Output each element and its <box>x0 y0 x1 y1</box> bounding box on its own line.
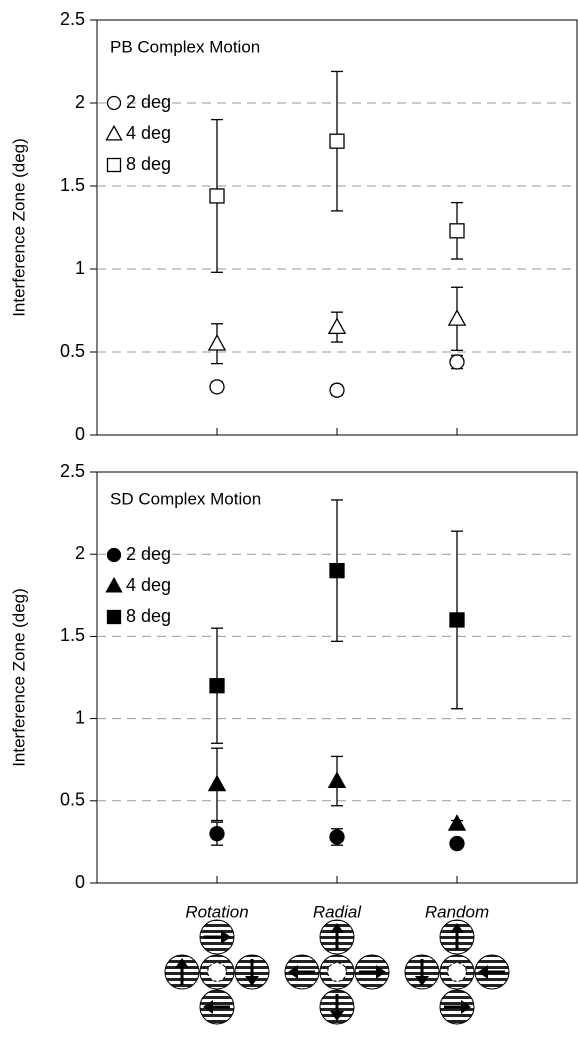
data-point <box>209 188 225 204</box>
legend-marker <box>105 576 123 593</box>
legend-marker <box>106 547 122 563</box>
data-point <box>449 835 465 852</box>
data-point <box>329 562 345 579</box>
y-tick-label: 2 <box>75 543 85 563</box>
y-tick-label: 2.5 <box>60 461 85 481</box>
y-tick-label: 0 <box>75 424 85 444</box>
panel-title: PB Complex Motion <box>110 37 260 56</box>
legend-label: 4 deg <box>126 123 171 143</box>
data-point <box>447 309 467 326</box>
arrow-head <box>175 958 189 968</box>
data-point <box>449 612 465 628</box>
legend-label: 2 deg <box>126 544 171 564</box>
arrow-head <box>330 923 344 933</box>
data-point <box>329 829 345 845</box>
stimulus-icon <box>164 919 270 1025</box>
y-tick-label: 0 <box>75 872 85 892</box>
data-point <box>207 333 227 351</box>
stimulus-icon <box>404 919 510 1025</box>
x-tick-label: Random <box>425 902 489 921</box>
legend-marker <box>106 95 122 111</box>
legend-marker <box>105 124 123 141</box>
arrow-head <box>330 1011 344 1021</box>
legend-label: 8 deg <box>126 154 171 174</box>
y-axis-label: Interference Zone (deg) <box>9 588 28 767</box>
panel-title: SD Complex Motion <box>110 489 261 508</box>
data-point <box>329 382 345 398</box>
legend-label: 2 deg <box>126 92 171 112</box>
data-point <box>209 379 225 395</box>
y-tick-label: 1.5 <box>60 175 85 195</box>
data-point <box>327 317 347 335</box>
arrow-head <box>450 923 464 933</box>
x-tick-label: Rotation <box>185 902 248 921</box>
arrow-head <box>415 976 429 986</box>
y-tick-label: 0.5 <box>60 341 85 361</box>
y-axis-label: Interference Zone (deg) <box>9 138 28 317</box>
arrow-head <box>478 965 488 979</box>
y-tick-label: 1 <box>75 707 85 727</box>
data-point <box>329 133 345 149</box>
arrow-head <box>288 965 298 979</box>
data-point <box>209 826 225 842</box>
data-point <box>449 223 465 239</box>
arrow-head <box>376 965 386 979</box>
y-tick-label: 1 <box>75 258 85 278</box>
x-tick-label: Radial <box>313 902 362 921</box>
y-tick-label: 0.5 <box>60 790 85 810</box>
arrow-head <box>203 1000 213 1014</box>
y-tick-label: 1.5 <box>60 625 85 645</box>
data-point <box>207 774 227 792</box>
arrow-head <box>245 976 259 986</box>
data-point <box>209 678 225 694</box>
legend-label: 8 deg <box>126 606 171 626</box>
legend-label: 4 deg <box>126 575 171 595</box>
grating-center <box>327 962 347 982</box>
legend-marker <box>106 157 122 173</box>
y-tick-label: 2 <box>75 92 85 112</box>
stimulus-icon <box>284 919 390 1025</box>
data-point <box>447 814 467 831</box>
grating-center <box>207 962 227 982</box>
legend-marker <box>106 609 122 625</box>
data-point <box>327 771 347 789</box>
arrow-head <box>461 1000 471 1014</box>
y-tick-label: 2.5 <box>60 9 85 29</box>
grating-center <box>447 962 467 982</box>
data-point <box>449 354 465 370</box>
arrow-head <box>221 930 231 944</box>
